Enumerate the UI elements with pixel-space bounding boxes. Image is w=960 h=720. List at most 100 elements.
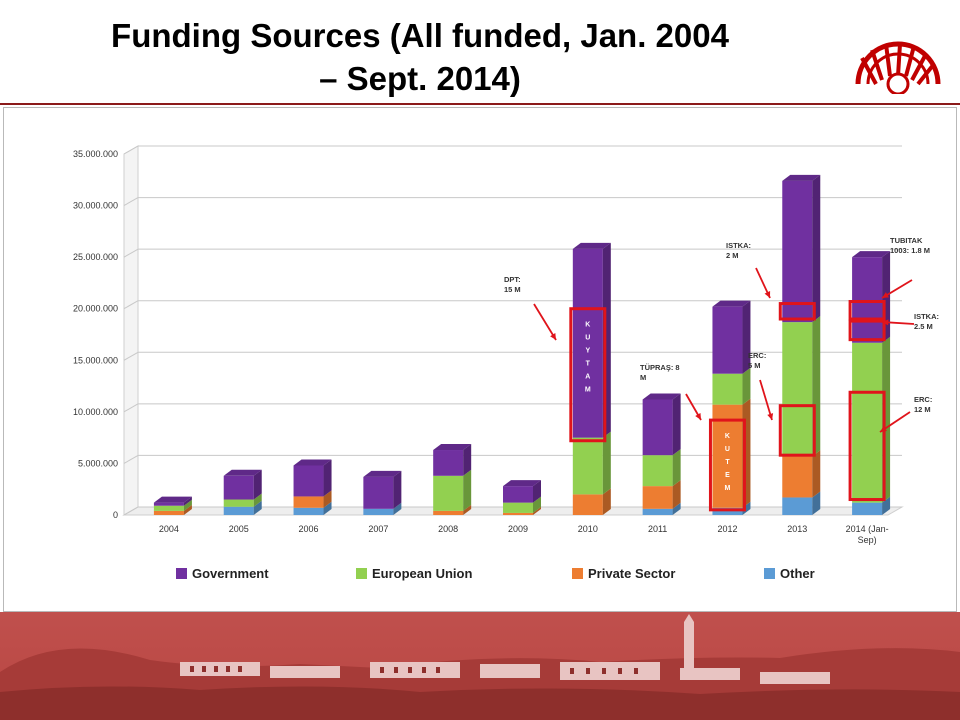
annotation: ISTKA: 2.5 M bbox=[848, 312, 939, 342]
x-tick-label: 2013 bbox=[787, 524, 807, 534]
bar-side bbox=[533, 506, 541, 515]
bar-segment-european_union bbox=[712, 367, 751, 405]
x-tick-label: 2014 (Jan-Sep) bbox=[846, 524, 889, 545]
arrow-head bbox=[882, 319, 889, 326]
bar-front bbox=[642, 455, 673, 487]
y-tick-label: 15.000.000 bbox=[73, 355, 118, 365]
box-letter: E bbox=[725, 472, 730, 479]
bar-front bbox=[293, 507, 324, 515]
bar-top bbox=[433, 444, 472, 451]
arrow-head bbox=[767, 413, 774, 420]
bar-top bbox=[503, 480, 541, 487]
bar-segment-other bbox=[363, 502, 402, 515]
legend-swatch bbox=[764, 568, 775, 579]
bar-top bbox=[712, 300, 751, 307]
bar-front bbox=[782, 497, 813, 515]
bar-front bbox=[852, 502, 883, 515]
funding-chart: 0 5.000.000 10.000.000 15.000.000 20.000.000… bbox=[73, 145, 939, 581]
annotation-label: ERC: 12 M bbox=[914, 395, 932, 414]
bar-segment-european_union bbox=[433, 469, 472, 511]
box-letter: M bbox=[585, 387, 591, 394]
bar-side bbox=[463, 504, 472, 515]
bar-side bbox=[672, 502, 681, 515]
bar-front bbox=[153, 505, 184, 511]
bar-top bbox=[642, 393, 681, 400]
bar-side bbox=[812, 174, 821, 323]
legend-entry: Government bbox=[176, 566, 269, 581]
bar-front bbox=[433, 510, 464, 515]
x-tick-label: 2012 bbox=[717, 524, 737, 534]
bar-side bbox=[463, 444, 472, 476]
bar-front bbox=[503, 486, 533, 503]
x-tick-label: 2007 bbox=[368, 524, 388, 534]
bar-segment-other bbox=[223, 500, 262, 515]
x-tick-label: 2010 bbox=[578, 524, 598, 534]
bar-side bbox=[253, 469, 262, 500]
bar-side bbox=[393, 502, 402, 515]
box-letter: A bbox=[585, 374, 590, 381]
title-divider bbox=[0, 103, 960, 105]
y-tick-label: 35.000.000 bbox=[73, 149, 118, 159]
gridline-diagonal bbox=[123, 197, 139, 207]
gridline-diagonal bbox=[123, 300, 139, 310]
annotation: TUBITAK 1003: 1.8 M bbox=[848, 236, 930, 321]
bar-top bbox=[572, 242, 611, 249]
bar-side bbox=[183, 496, 192, 506]
legend-swatch bbox=[356, 568, 367, 579]
bar-top bbox=[852, 251, 891, 258]
arrow-line bbox=[759, 379, 773, 421]
bar-segment-european_union bbox=[223, 493, 262, 507]
legend-entry: Private Sector bbox=[572, 566, 675, 581]
bar-side bbox=[812, 491, 821, 515]
annotation: ERC: 5 M bbox=[748, 351, 816, 457]
bar-segment-private_sector bbox=[153, 504, 192, 515]
legend: Government European Union Private Sector Ot… bbox=[176, 566, 815, 581]
legend-label: Government bbox=[192, 566, 269, 581]
bar-side bbox=[323, 501, 332, 515]
bar-front bbox=[433, 450, 464, 476]
annotation: ISTKA: 2 M bbox=[726, 241, 816, 321]
bar-front bbox=[293, 465, 324, 497]
x-tick-label: 2008 bbox=[438, 524, 458, 534]
annotation: ERC: 12 M bbox=[848, 390, 932, 502]
bar-side bbox=[463, 469, 472, 511]
bar-side bbox=[323, 490, 332, 508]
bar-segment-private_sector bbox=[782, 450, 821, 498]
bar-side bbox=[253, 500, 262, 515]
box-letter: U bbox=[585, 335, 590, 342]
bar-top bbox=[363, 470, 402, 477]
bar-top bbox=[782, 174, 821, 181]
bar-segment-private_sector bbox=[642, 480, 681, 509]
bar-front bbox=[153, 502, 184, 506]
bar-segment-european_union bbox=[503, 496, 541, 513]
arrow-head bbox=[695, 413, 701, 420]
bar-front bbox=[782, 180, 813, 323]
bar-front bbox=[223, 475, 254, 500]
arrow-head bbox=[882, 292, 889, 298]
box-letter: U bbox=[725, 446, 730, 453]
bar-side bbox=[742, 501, 751, 515]
arrow-line bbox=[533, 303, 557, 341]
x-tick-label: 2005 bbox=[229, 524, 249, 534]
bar-side bbox=[533, 480, 541, 503]
annotation-label: DPT: 15 M bbox=[504, 275, 521, 294]
bar-side bbox=[602, 488, 611, 515]
gridline-diagonal bbox=[123, 403, 139, 413]
bar-front bbox=[642, 508, 673, 515]
bar-front bbox=[223, 506, 254, 515]
bar-segment-other bbox=[642, 502, 681, 515]
highlight-box bbox=[569, 307, 607, 443]
arrow-head bbox=[550, 333, 556, 340]
box-letter: T bbox=[586, 361, 591, 368]
bar-segment-government bbox=[293, 459, 332, 497]
gridline-diagonal bbox=[123, 506, 139, 516]
bar-side bbox=[183, 504, 192, 515]
bar-side bbox=[742, 367, 751, 405]
slide-title: Funding Sources (All funded, Jan. 2004 –… bbox=[111, 17, 729, 97]
grid-layer: 0 5.000.000 10.000.000 15.000.000 20.000.000… bbox=[73, 145, 904, 520]
legend-swatch bbox=[176, 568, 187, 579]
bar-side bbox=[533, 496, 541, 513]
